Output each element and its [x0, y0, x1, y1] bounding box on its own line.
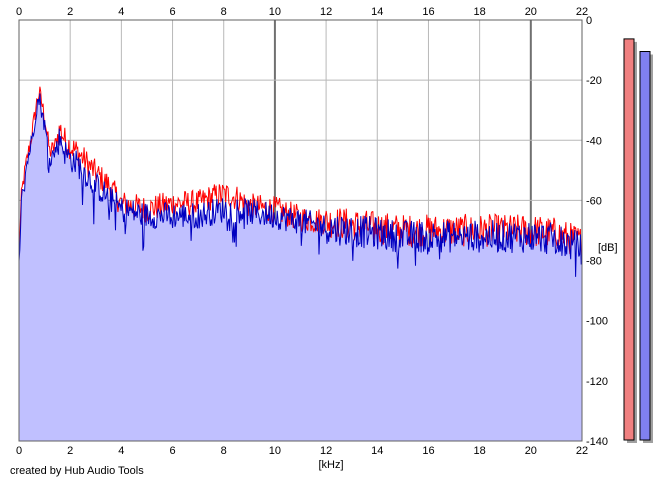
x-tick-labels-bottom: 0 2 4 6 8 10 12 14 16 18 20 22 — [16, 445, 588, 457]
y-tick-label: -80 — [586, 256, 602, 268]
spectrum-area-fill — [19, 93, 582, 442]
x-tick-label: 6 — [169, 445, 175, 457]
x-tick-label: 18 — [474, 445, 486, 457]
x-tick-label: 18 — [474, 6, 486, 18]
spectrum-lines — [18, 86, 583, 277]
x-tick-label: 2 — [67, 6, 73, 18]
x-tick-label: 12 — [320, 445, 332, 457]
y-tick-label: -40 — [586, 135, 602, 147]
x-tick-label: 22 — [576, 445, 588, 457]
x-tick-label: 2 — [67, 445, 73, 457]
x-tick-label: 8 — [221, 6, 227, 18]
x-axis-label: [kHz] — [318, 459, 343, 471]
x-tick-label: 8 — [221, 445, 227, 457]
x-tick-label: 12 — [320, 6, 332, 18]
y-tick-label: 0 — [586, 15, 592, 27]
y-tick-label: -140 — [586, 436, 608, 448]
x-tick-label: 16 — [422, 445, 434, 457]
x-tick-labels-top: 0 2 4 6 8 10 12 14 16 18 20 22 — [16, 6, 588, 18]
y-tick-label: -60 — [586, 195, 602, 207]
x-tick-label: 20 — [525, 6, 537, 18]
x-tick-label: 4 — [118, 6, 124, 18]
x-tick-label: 4 — [118, 445, 124, 457]
series-line — [18, 93, 583, 277]
x-tick-label: 14 — [371, 6, 383, 18]
credit-text: created by Hub Audio Tools — [10, 465, 144, 477]
level-meter-bar — [623, 38, 635, 441]
y-tick-label: -20 — [586, 75, 602, 87]
y-tick-label: -100 — [586, 316, 608, 328]
x-tick-label: 10 — [269, 6, 281, 18]
x-tick-label: 0 — [16, 445, 22, 457]
x-tick-label: 16 — [422, 6, 434, 18]
level-meter-bar — [639, 51, 651, 441]
y-tick-label: -120 — [586, 376, 608, 388]
x-tick-label: 20 — [525, 445, 537, 457]
plot-border — [18, 19, 583, 442]
x-tick-label: 6 — [169, 6, 175, 18]
x-tick-label: 0 — [16, 6, 22, 18]
x-tick-label: 14 — [371, 445, 383, 457]
x-tick-label: 22 — [576, 6, 588, 18]
series-line — [18, 86, 583, 260]
level-meters — [623, 38, 653, 444]
y-axis-label: [dB] — [598, 242, 618, 254]
y-tick-labels: 0 -20 -40 -60 -80 -100 -120 -140 — [586, 15, 608, 448]
x-tick-label: 10 — [269, 445, 281, 457]
